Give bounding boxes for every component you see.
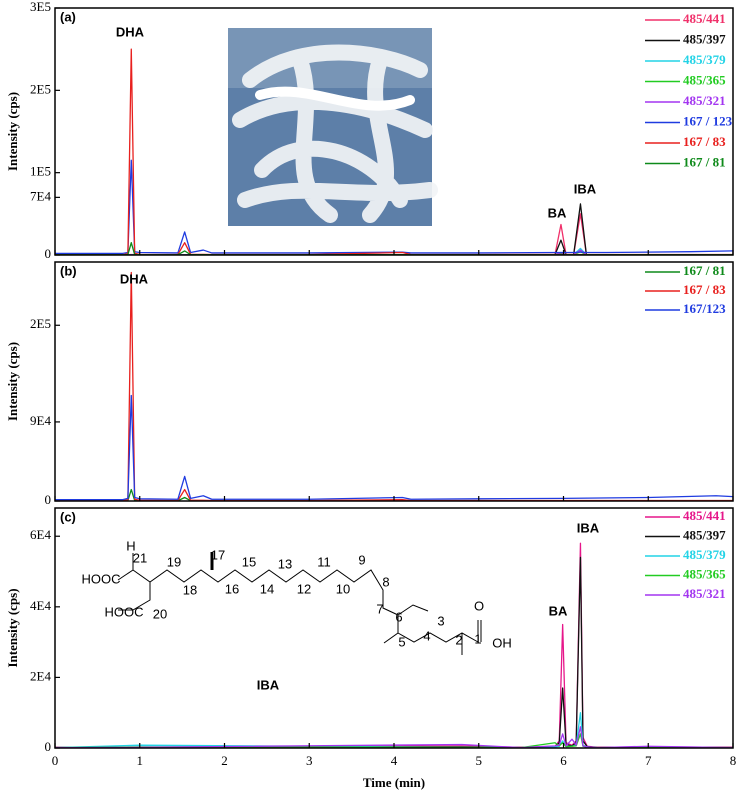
structure-label: 12 — [297, 581, 311, 596]
plot-frame — [54, 261, 734, 502]
legend-label: 167 / 81 — [683, 154, 726, 169]
y-tick-label: 1E5 — [30, 164, 51, 179]
structure-label: 3 — [437, 613, 444, 628]
y-axis-label: Intensity (cps) — [5, 92, 20, 171]
legend-label: 167 / 83 — [683, 134, 726, 149]
annotation: DHA — [120, 271, 149, 286]
structure-label: 21 — [133, 550, 147, 565]
series-line — [55, 556, 734, 749]
y-tick-label: 9E4 — [30, 413, 51, 428]
x-tick-label: 5 — [476, 753, 483, 768]
structure-label: 2 — [455, 632, 462, 647]
annotation: BA — [548, 205, 567, 220]
photo-inset — [228, 28, 438, 226]
y-tick-label: 2E5 — [30, 316, 51, 331]
structure-label: 5 — [398, 634, 405, 649]
structure-label: 4 — [423, 628, 430, 643]
y-tick-label: 0 — [45, 246, 52, 261]
y-axis-label: Intensity (cps) — [5, 342, 20, 421]
legend-label: 167 / 83 — [683, 282, 726, 297]
structure-label: 18 — [183, 582, 197, 597]
legend-label: 485/379 — [683, 547, 726, 562]
y-axis-label: Intensity (cps) — [5, 588, 20, 667]
structure-label: OH — [492, 635, 512, 650]
legend-label: 167/123 — [683, 301, 726, 316]
legend-label: 485/321 — [683, 586, 726, 601]
y-tick-label: 2E5 — [30, 81, 51, 96]
legend-label: 167 / 123 — [683, 113, 733, 128]
structure-label: 15 — [242, 554, 256, 569]
y-tick-label: 2E4 — [30, 668, 51, 683]
y-tick-label: 7E4 — [30, 188, 51, 203]
y-tick-label: 0 — [45, 492, 52, 507]
structure-label: 14 — [260, 581, 274, 596]
annotation: (a) — [60, 9, 76, 24]
legend-label: 485/441 — [683, 11, 726, 26]
y-tick-label: 4E4 — [30, 598, 51, 613]
structure-label: 19 — [167, 554, 181, 569]
annotation: IBA — [574, 181, 597, 196]
legend-label: 485/365 — [683, 72, 726, 87]
structure-label: 11 — [317, 554, 331, 569]
annotation: IBA — [257, 677, 280, 692]
structure-label: 17 — [211, 547, 225, 562]
structure-label: HOOC — [105, 604, 144, 619]
x-tick-label: 0 — [52, 753, 59, 768]
annotation: (c) — [60, 509, 76, 524]
structure-label: 1 — [474, 631, 481, 646]
y-tick-label: 3E5 — [30, 0, 51, 14]
structure-label: 8 — [382, 574, 389, 589]
legend-label: 167 / 81 — [683, 263, 726, 278]
series-line — [55, 271, 733, 502]
molecule-structure — [117, 552, 482, 655]
series-line — [54, 712, 733, 749]
structure-label: 7 — [376, 601, 383, 616]
series-line — [55, 542, 734, 748]
legend-label: 485/321 — [683, 93, 726, 108]
x-tick-label: 1 — [137, 753, 144, 768]
legend-label: 485/441 — [683, 508, 726, 523]
structure-label: 13 — [278, 556, 292, 571]
y-tick-label: 0 — [45, 739, 52, 754]
plot-frame — [54, 507, 734, 749]
structure-label: HOOC — [82, 571, 121, 586]
structure-label: H — [126, 538, 135, 553]
annotation: BA — [549, 603, 568, 618]
structure-label: O — [474, 598, 484, 613]
y-tick-label: 6E4 — [30, 527, 51, 542]
structure-label: 10 — [336, 581, 350, 596]
annotation: IBA — [577, 520, 600, 535]
legend-label: 485/397 — [683, 31, 726, 46]
x-tick-label: 7 — [645, 753, 652, 768]
x-axis-label: Time (min) — [363, 775, 425, 790]
series-line — [55, 394, 734, 501]
x-tick-label: 8 — [730, 753, 737, 768]
structure-label: 9 — [358, 552, 365, 567]
legend-label: 485/397 — [683, 527, 726, 542]
structure-label: 16 — [225, 581, 239, 596]
x-tick-label: 2 — [221, 753, 228, 768]
structure-label: 6 — [395, 609, 402, 624]
annotation: DHA — [116, 24, 145, 39]
x-tick-label: 6 — [560, 753, 567, 768]
annotation: (b) — [60, 263, 77, 278]
structure-label: 20 — [153, 606, 167, 621]
x-tick-label: 4 — [391, 753, 398, 768]
legend-label: 485/365 — [683, 566, 726, 581]
legend-label: 485/379 — [683, 52, 726, 67]
x-tick-label: 3 — [306, 753, 313, 768]
